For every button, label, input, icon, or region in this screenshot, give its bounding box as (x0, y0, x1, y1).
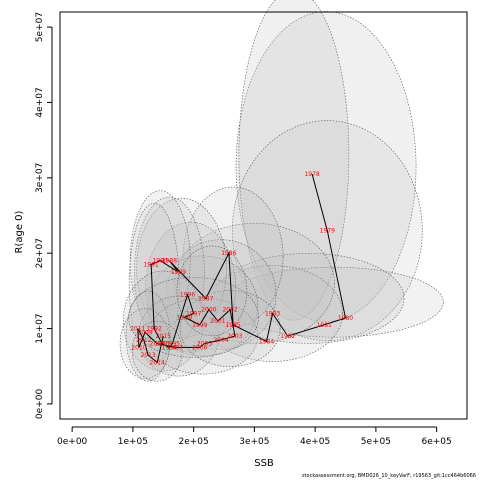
confidence-ellipse (213, 253, 405, 344)
point-label: 2007 (168, 344, 183, 351)
x-tick-label: 2e+05 (179, 437, 209, 447)
y-axis: 0e+00 1e+07 2e+07 3e+07 4e+07 5e+07 (35, 12, 53, 420)
footer-text: stockassessment.org, BMD026_10_keyVarF, … (302, 473, 476, 479)
point-label: 1990 (153, 258, 168, 265)
confidence-ellipse (128, 276, 259, 358)
x-tick-label: 3e+05 (239, 437, 269, 447)
point-label: 2009 (137, 329, 152, 336)
series-line (137, 173, 347, 364)
confidence-ellipse (174, 223, 335, 344)
x-axis-title: SSB (254, 458, 274, 469)
y-axis-title: R(age 0) (14, 210, 25, 253)
confidence-ellipse (179, 290, 281, 367)
confidence-ellipse (147, 297, 259, 375)
year-labels: 1978 1979 1980 1981 1982 1983 1984 1985 1986 1987… (130, 171, 353, 366)
y-tick-label: 4e+07 (35, 87, 45, 117)
x-tick-label: 4e+05 (300, 437, 330, 447)
confidence-ellipse (223, 266, 444, 338)
point-label: 1994 (162, 344, 177, 351)
point-label: 1987 (198, 295, 213, 302)
point-label: 1996 (180, 292, 195, 299)
plot-frame (59, 11, 468, 420)
point-label: 2013 (140, 352, 155, 359)
point-label: 2011 (130, 326, 145, 333)
y-tick-label: 1e+07 (35, 313, 45, 343)
point-label: 2008 (150, 341, 165, 348)
point-label: 2006 (192, 344, 207, 351)
confidence-ellipse (131, 320, 183, 382)
point-label: 2001 (210, 318, 225, 325)
point-label: 1986 (221, 250, 236, 257)
point-label: 1991 (143, 261, 158, 268)
point-label: 2003 (227, 333, 242, 340)
point-label: 1997 (186, 310, 201, 317)
point-label: 1993 (154, 341, 169, 348)
point-label: 1980 (338, 315, 353, 322)
confidence-ellipse (235, 11, 417, 322)
confidence-ellipse (182, 186, 284, 328)
x-tick-label: 6e+05 (421, 437, 451, 447)
point-label: 1995 (165, 341, 180, 348)
confidence-ellipses (119, 0, 444, 382)
point-label: 1982 (280, 333, 295, 340)
point-label: 1998 (177, 314, 192, 321)
y-tick-label: 2e+07 (35, 238, 45, 268)
point-label: 1988 (162, 258, 177, 265)
confidence-ellipse (145, 221, 236, 353)
x-axis: 0e+00 1e+05 2e+05 3e+05 4e+05 5e+05 6e+05 (57, 426, 452, 447)
x-tick-label: 0e+00 (57, 437, 88, 447)
point-label: 2015 (156, 333, 171, 340)
point-label: 1983 (265, 310, 280, 317)
y-tick-label: 3e+07 (35, 163, 45, 193)
x-tick-label: 1e+05 (118, 437, 148, 447)
point-label: 1989 (171, 269, 186, 276)
point-label: 1992 (147, 326, 162, 333)
point-label: 2014 (150, 359, 165, 366)
point-label: 1981 (317, 322, 332, 329)
confidence-ellipse (238, 0, 350, 321)
point-label: 1978 (304, 171, 319, 178)
point-label: 2004 (213, 337, 228, 344)
y-tick-label: 0e+00 (35, 389, 45, 420)
point-label: 2005 (197, 341, 212, 348)
point-label: 2010 (131, 344, 146, 351)
point-label: 1979 (320, 228, 335, 235)
point-label: 1999 (192, 322, 207, 329)
y-tick-label: 5e+07 (35, 12, 45, 42)
confidence-ellipse (125, 290, 171, 382)
point-label: 1984 (259, 338, 274, 345)
recruitment-path (137, 173, 347, 364)
confidence-ellipse (122, 270, 204, 372)
point-label: 2012 (136, 337, 151, 344)
x-tick-label: 5e+05 (361, 437, 391, 447)
point-label: 2002 (222, 307, 237, 314)
point-label: 2000 (201, 307, 216, 314)
point-label: 1985 (225, 322, 240, 329)
confidence-ellipse (136, 197, 227, 339)
